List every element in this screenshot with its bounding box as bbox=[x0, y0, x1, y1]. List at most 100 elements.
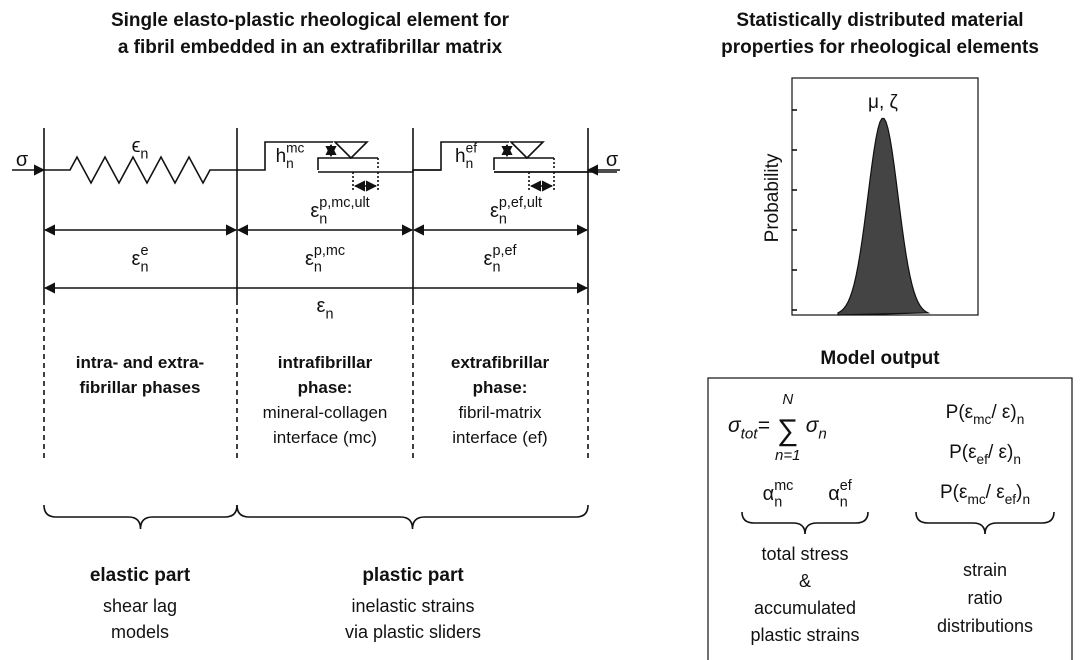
math-part: ϵ bbox=[132, 135, 141, 157]
part-heading: elastic part bbox=[90, 565, 191, 586]
math-part: ε bbox=[305, 248, 314, 270]
math-part: n bbox=[818, 426, 826, 443]
phase-heading: intra- and extra- bbox=[76, 353, 204, 372]
phase-detail: mineral-collagen bbox=[263, 403, 388, 422]
math-part: p,mc,ult bbox=[319, 195, 369, 211]
spring bbox=[44, 155, 237, 185]
sum-symbol: ∑ bbox=[777, 414, 798, 447]
math-part: σ bbox=[728, 414, 742, 437]
slider-height: h nef bbox=[455, 141, 477, 172]
math-part: / ε bbox=[986, 482, 1006, 503]
alpha: α nmc bbox=[763, 478, 794, 510]
math-part: p,ef,ult bbox=[499, 195, 542, 211]
slider-wedge bbox=[333, 141, 369, 160]
panel-title: a fibril embedded in an extrafibrillar m… bbox=[118, 37, 503, 58]
caption: strain bbox=[963, 560, 1007, 580]
caption: plastic strains bbox=[750, 625, 859, 645]
sum-lower: n=1 bbox=[775, 447, 800, 464]
slider bbox=[237, 141, 333, 171]
math-part: p,mc bbox=[314, 243, 345, 259]
math-part: n bbox=[140, 259, 148, 275]
phase-heading: phase: bbox=[473, 378, 528, 397]
math-part: e bbox=[140, 243, 148, 259]
math-part: p,ef bbox=[492, 243, 517, 259]
section-title: Model output bbox=[820, 348, 940, 369]
phase-detail: fibril-matrix bbox=[458, 403, 542, 422]
stress-symbol: σ bbox=[16, 149, 29, 171]
math-part: ε bbox=[310, 200, 319, 222]
math-part: n bbox=[314, 259, 322, 275]
stress-symbol: σ bbox=[606, 149, 619, 171]
slider-height: h nmc bbox=[276, 141, 305, 172]
math-part: α bbox=[828, 483, 840, 505]
math-part: mc bbox=[774, 478, 793, 494]
math-part: n bbox=[1017, 412, 1025, 427]
phase-heading: intrafibrillar bbox=[278, 353, 373, 372]
axis-label: Probability bbox=[762, 153, 783, 242]
caption: accumulated bbox=[754, 598, 856, 618]
math-part: n bbox=[1022, 492, 1030, 507]
slider-block bbox=[317, 157, 378, 170]
math-part: n bbox=[325, 306, 333, 322]
alpha: α nef bbox=[828, 478, 853, 510]
math-part: mc bbox=[967, 492, 985, 507]
output-box bbox=[707, 377, 1073, 660]
phase-detail: interface (mc) bbox=[273, 428, 377, 447]
distribution-curve bbox=[837, 117, 931, 316]
part-detail: via plastic sliders bbox=[345, 622, 481, 642]
phase-detail: interface (ef) bbox=[452, 428, 547, 447]
caption: distributions bbox=[937, 616, 1033, 636]
strain-label: ε np,mc bbox=[305, 243, 345, 275]
brace bbox=[236, 504, 589, 530]
math-part: / ε) bbox=[991, 402, 1016, 423]
math-part: ef bbox=[977, 452, 989, 467]
caption: & bbox=[799, 571, 811, 591]
math-part: P(ε bbox=[946, 402, 974, 423]
sum-upper: N bbox=[782, 391, 793, 408]
math-part: n bbox=[774, 494, 782, 510]
math-part: / ε) bbox=[988, 442, 1013, 463]
caption: ratio bbox=[967, 588, 1002, 608]
phase-heading: extrafibrillar bbox=[451, 353, 550, 372]
panel-title: Statistically distributed material bbox=[736, 10, 1023, 31]
part-detail: inelastic strains bbox=[351, 596, 474, 616]
ultimate-strain: ε np,mc,ult bbox=[310, 195, 369, 227]
math-part: n bbox=[499, 211, 507, 227]
slider-wedge bbox=[509, 141, 545, 160]
math-part: n bbox=[1013, 452, 1021, 467]
math-part: σ bbox=[806, 414, 820, 437]
math-part: n bbox=[319, 211, 327, 227]
formula-lhs: σ tot = bbox=[728, 414, 770, 443]
math-part: ε bbox=[484, 248, 493, 270]
math-part: h bbox=[276, 146, 287, 167]
caption: total stress bbox=[761, 544, 848, 564]
math-part: ef bbox=[1005, 492, 1017, 507]
plot-frame bbox=[791, 77, 979, 316]
math-part: ef bbox=[840, 478, 853, 494]
slider-block bbox=[493, 157, 554, 170]
ultimate-strain: ε np,ef,ult bbox=[490, 195, 542, 227]
ratio-formula: P(ε mc / ε) n bbox=[946, 402, 1025, 427]
math-part: mc bbox=[973, 412, 991, 427]
part-detail: models bbox=[111, 622, 169, 642]
math-part: ε bbox=[490, 200, 499, 222]
math-part: ef bbox=[466, 141, 478, 156]
math-part: ) bbox=[1016, 482, 1022, 503]
slider-base bbox=[412, 169, 441, 172]
math-part: ε bbox=[317, 295, 326, 317]
brace bbox=[915, 511, 1055, 535]
math-part: P(ε bbox=[940, 482, 968, 503]
part-detail: shear lag bbox=[103, 596, 177, 616]
strain-label: ε ne bbox=[132, 243, 149, 275]
peak-label: μ, ζ bbox=[868, 92, 899, 113]
brace bbox=[741, 511, 869, 535]
math-part: n bbox=[492, 259, 500, 275]
math-part: n bbox=[840, 494, 848, 510]
math-part: mc bbox=[286, 141, 304, 156]
math-part: h bbox=[455, 146, 466, 167]
part-heading: plastic part bbox=[362, 565, 464, 586]
